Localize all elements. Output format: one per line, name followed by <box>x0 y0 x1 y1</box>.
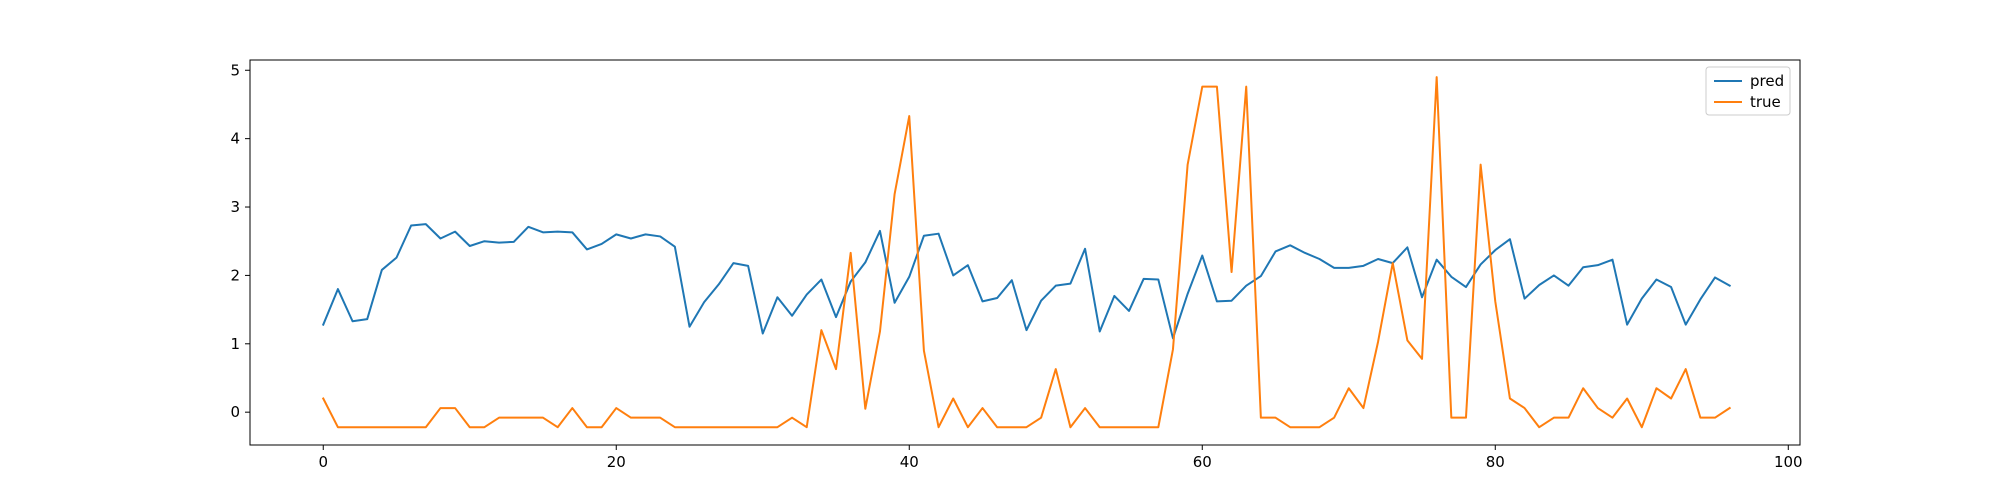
y-tick-label: 5 <box>230 61 240 79</box>
x-axis: 0 20 40 60 80 100 <box>318 445 1803 471</box>
x-tick-label: 60 <box>1193 453 1212 471</box>
y-tick-label: 4 <box>230 130 240 148</box>
x-tick-label: 40 <box>900 453 919 471</box>
x-tick-label: 20 <box>607 453 626 471</box>
series-line-pred <box>321 223 1732 340</box>
legend: pred true <box>1705 66 1791 116</box>
y-tick-label: 2 <box>230 266 240 284</box>
legend-label-true: true <box>1750 93 1781 111</box>
x-tick-label: 0 <box>318 453 328 471</box>
y-tick-label: 0 <box>230 403 240 421</box>
x-tick-label: 100 <box>1774 453 1803 471</box>
series-layer <box>321 76 1732 429</box>
y-axis: 0 1 2 3 4 5 <box>230 61 250 421</box>
plot-area-frame <box>249 59 1801 446</box>
series-line-true <box>321 76 1732 429</box>
y-tick-label: 1 <box>230 335 240 353</box>
legend-label-pred: pred <box>1750 72 1784 90</box>
x-tick-label: 80 <box>1486 453 1505 471</box>
y-tick-label: 3 <box>230 198 240 216</box>
